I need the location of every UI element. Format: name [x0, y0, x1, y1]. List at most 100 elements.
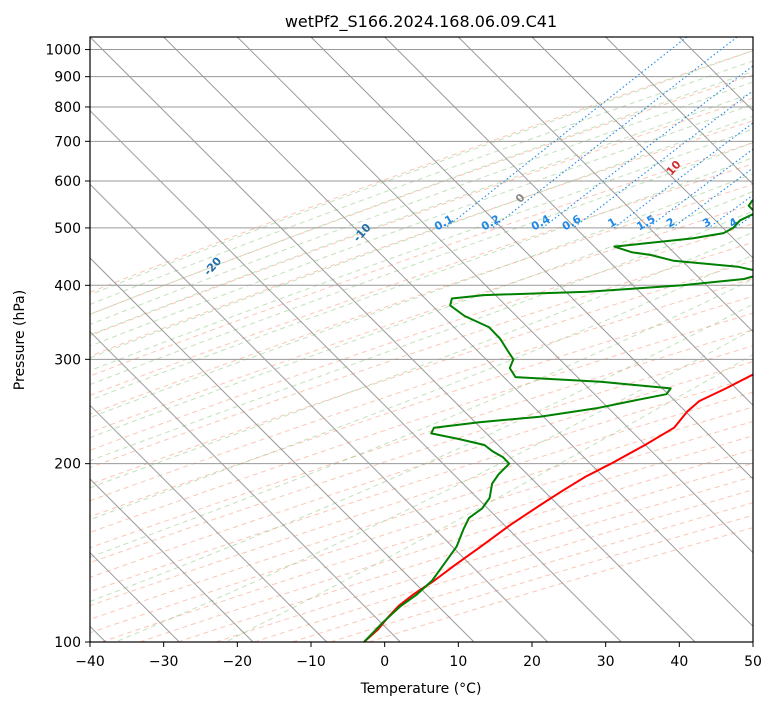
- dry-adiabat-line: [90, 376, 753, 593]
- x-tick-label: 50: [744, 654, 762, 670]
- dry-adiabat-label: 10: [664, 158, 684, 178]
- isotherm-line: [90, 257, 475, 642]
- dry-adiabat-line: [90, 329, 753, 549]
- x-tick-label: 20: [523, 654, 541, 670]
- chart-title: wetPf2_S166.2024.168.06.09.C41: [285, 12, 557, 32]
- plot-frame: [89, 36, 754, 643]
- x-tick-label: 30: [597, 654, 615, 670]
- dry-adiabat-line: [90, 295, 753, 518]
- moist-adiabat-line: [90, 157, 753, 401]
- dry-adiabat-line: [139, 449, 753, 642]
- x-tick-label: −20: [223, 654, 253, 670]
- isotherm-line: [310, 37, 753, 480]
- y-tick-label: 900: [54, 70, 81, 86]
- y-tick-label: 700: [54, 134, 81, 150]
- dry-adiabat-line: [90, 74, 753, 315]
- moist-adiabat-line: [90, 92, 753, 336]
- background-lines: [90, 37, 753, 642]
- dry-adiabat-line: [90, 420, 753, 634]
- isotherm-line: [678, 37, 753, 112]
- mixing-ratio-label: 0.1: [432, 212, 455, 233]
- isotherm-line: [90, 330, 401, 642]
- dry-adiabat-line: [90, 241, 753, 469]
- dry-adiabat-line: [292, 502, 753, 642]
- dry-adiabat-line: [90, 120, 753, 357]
- y-tick-label: 1000: [45, 43, 81, 59]
- dewpoint-trace: [363, 198, 753, 642]
- dry-adiabat-line: [90, 163, 753, 396]
- x-tick-label: −40: [75, 654, 105, 670]
- isotherm-line: [90, 37, 696, 642]
- moist-adiabat-line: [90, 81, 753, 325]
- y-tick-label: 400: [54, 278, 81, 294]
- x-tick-label: 10: [449, 654, 467, 670]
- isotherm-line: [236, 37, 753, 554]
- moist-adiabat-line: [90, 278, 753, 558]
- isotherm-line: [90, 109, 622, 642]
- dry-adiabat-line: [90, 203, 753, 433]
- isotherm-line: [752, 37, 753, 38]
- y-axis: 100 200 300 400 500 600 700 800 900 1000: [45, 43, 90, 651]
- temperature-trace: [363, 373, 753, 642]
- moist-adiabat-line: [90, 50, 753, 296]
- mixing-ratio-label: 1.5: [634, 212, 657, 233]
- isotherm-line: [605, 37, 753, 186]
- moist-adiabat-line: [90, 254, 753, 521]
- moist-adiabat-line: [90, 231, 753, 489]
- dry-adiabat-label: -20: [201, 254, 224, 278]
- dry-adiabat-line: [90, 345, 753, 564]
- y-tick-label: 200: [54, 457, 81, 473]
- isotherm-line: [384, 37, 753, 407]
- isotherm-line: [531, 37, 753, 259]
- moist-adiabat-line: [90, 303, 753, 602]
- dry-adiabat-line: [90, 142, 753, 377]
- moist-adiabat-line: [90, 115, 753, 359]
- mixing-ratio-label: 0.4: [529, 212, 553, 233]
- moist-adiabat-line: [90, 210, 753, 462]
- isotherm-line: [457, 37, 753, 333]
- y-tick-label: 600: [54, 174, 81, 190]
- mixing-ratio-line: [672, 167, 753, 229]
- x-tick-label: −10: [296, 654, 326, 670]
- isotherm-line: [90, 183, 549, 642]
- dry-adiabat-label: -30: [46, 293, 69, 317]
- y-axis-title: Pressure (hPa): [12, 290, 28, 390]
- dry-adiabat-line: [90, 406, 753, 620]
- mixing-ratio-line: [492, 37, 738, 229]
- moist-adiabat-line: [90, 70, 753, 315]
- dry-adiabat-line: [330, 514, 753, 642]
- moist-adiabat-line: [90, 103, 753, 347]
- dry-adiabat-line: [177, 462, 753, 642]
- dry-adiabat-line: [90, 260, 753, 485]
- dry-adiabat-line: [90, 183, 753, 415]
- x-tick-label: −30: [149, 654, 179, 670]
- dry-adiabat-line: [90, 97, 753, 337]
- y-tick-label: 500: [54, 221, 81, 237]
- dry-adiabat-line: [90, 361, 753, 578]
- mixing-ratio-line: [572, 90, 753, 229]
- x-tick-label: 40: [670, 654, 688, 670]
- mixing-ratio-label: 0.2: [479, 212, 502, 233]
- dry-adiabat-line: [90, 50, 753, 293]
- y-tick-label: 300: [54, 352, 81, 368]
- moist-adiabat-line: [90, 173, 753, 419]
- dry-adiabat-label: -10: [351, 221, 374, 245]
- dry-adiabat-label: 0: [513, 191, 528, 206]
- mixing-ratio-line: [708, 194, 753, 229]
- sounding-traces: [363, 198, 753, 642]
- moist-adiabat-line: [90, 128, 753, 372]
- dry-adiabat-line: [90, 312, 753, 533]
- dry-adiabat-line: [101, 435, 753, 642]
- dry-adiabat-line: [90, 278, 753, 502]
- moist-adiabat-line: [90, 191, 753, 439]
- y-tick-label: 800: [54, 100, 81, 116]
- moist-adiabat-line: [90, 142, 753, 386]
- dry-adiabat-line: [90, 391, 753, 607]
- dry-adiabat-line: [368, 527, 753, 642]
- moist-adiabat-line: [90, 60, 753, 305]
- y-tick-label: 100: [54, 635, 81, 651]
- dry-adiabat-line: [215, 476, 753, 642]
- mixing-ratio-label: 6: [766, 215, 775, 230]
- moist-adiabat-line: [115, 328, 753, 642]
